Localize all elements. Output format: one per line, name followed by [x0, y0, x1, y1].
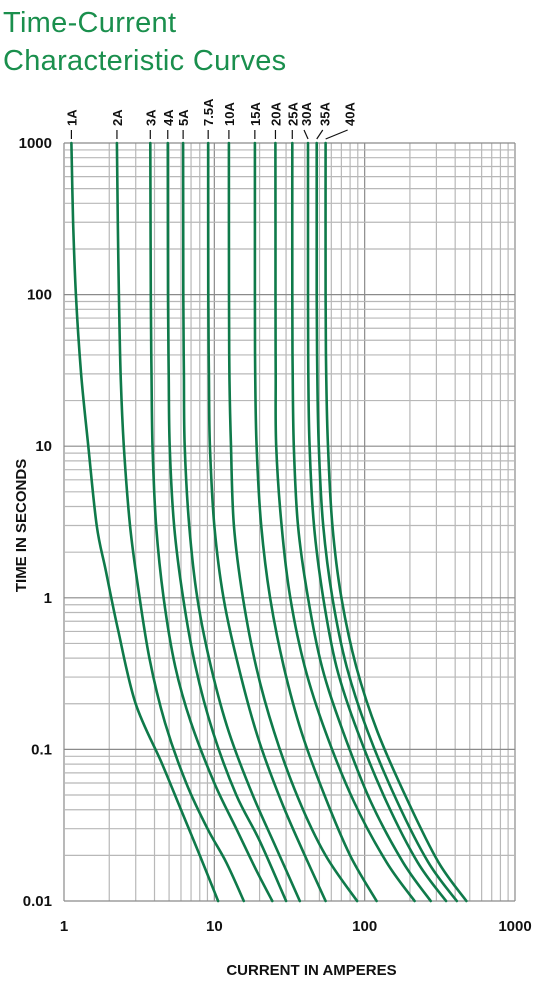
curve-label: 20A: [268, 102, 283, 126]
curve-3A: [149, 141, 274, 903]
curve-35A: [315, 141, 459, 903]
x-tick-label: 1: [60, 918, 68, 935]
curve-label-leader: [325, 129, 348, 140]
y-axis-label: TIME IN SECONDS: [13, 459, 30, 592]
curve-20A: [274, 141, 416, 903]
curve-30A: [306, 141, 448, 903]
chart-grid: [63, 142, 516, 902]
curve-7-5A: [206, 141, 327, 903]
y-tick-label: 0.1: [31, 741, 52, 758]
axis-ticks: 1 10 100 1000 1000 100 10 1 0.1 0.01: [19, 135, 532, 935]
curve-5A: [181, 141, 302, 903]
curve-label: 30A: [299, 102, 314, 126]
curve-label: 1A: [64, 109, 79, 126]
curve-label: 25A: [285, 102, 300, 126]
curve-label: 10A: [222, 102, 237, 126]
curve-label: 35A: [318, 102, 333, 126]
chart-title: Time-Current Characteristic Curves: [3, 4, 287, 80]
curve-10A: [227, 141, 359, 903]
curve-label: 4A: [161, 109, 176, 126]
curve-label-leader: [316, 129, 324, 140]
y-tick-label: 1000: [19, 135, 52, 152]
curve-label: 15A: [248, 102, 263, 126]
curve-label: 40A: [343, 102, 358, 126]
chart-curves: [70, 141, 468, 903]
curve-2A: [115, 141, 246, 903]
x-axis-label: CURRENT IN AMPERES: [226, 962, 396, 979]
y-tick-label: 0.01: [23, 893, 52, 910]
x-tick-label: 100: [352, 918, 377, 935]
curve-40A: [324, 141, 468, 903]
y-tick-label: 10: [35, 438, 52, 455]
curve-label: 3A: [143, 109, 158, 126]
x-tick-label: 10: [206, 918, 223, 935]
curve-4A: [166, 141, 288, 903]
title-line-2: Characteristic Curves: [3, 45, 287, 77]
y-tick-label: 100: [27, 287, 52, 304]
x-tick-label: 1000: [498, 918, 531, 935]
curve-1A: [70, 141, 220, 903]
curve-label-leader: [303, 129, 309, 140]
y-tick-label: 1: [44, 590, 52, 607]
curve-15A: [253, 141, 378, 903]
curve-label: 7.5A: [201, 98, 216, 126]
curve-25A: [290, 141, 432, 903]
title-line-1: Time-Current: [3, 7, 177, 39]
curve-label: 5A: [176, 109, 191, 126]
curve-label: 2A: [110, 109, 125, 126]
